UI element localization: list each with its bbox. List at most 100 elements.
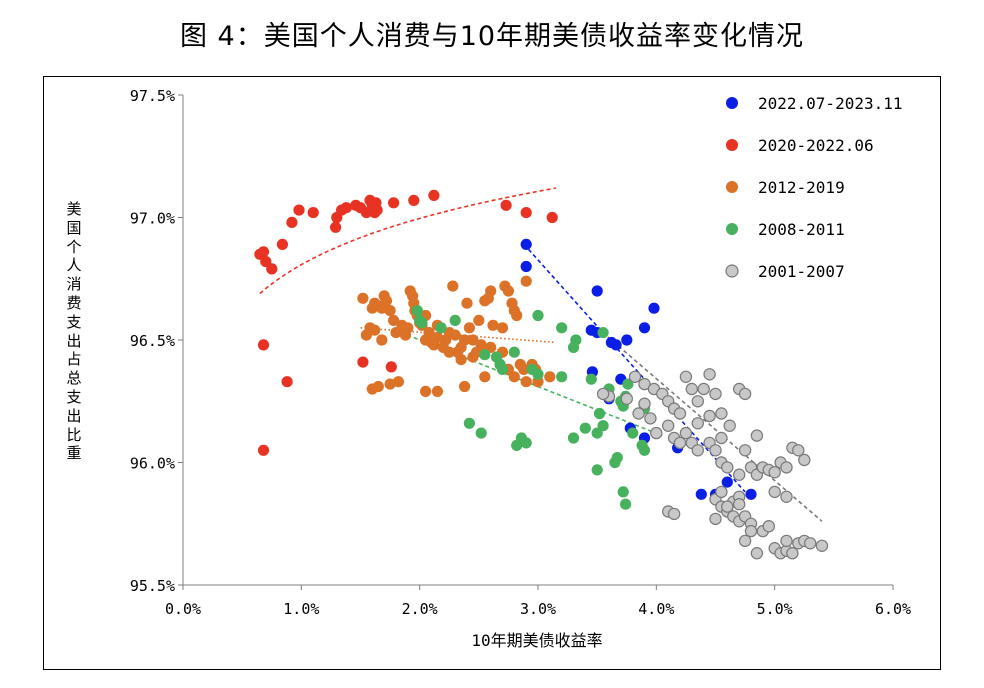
trend-line [259, 187, 556, 295]
x-tick-label: 0.0% [165, 600, 201, 618]
data-point [496, 363, 509, 375]
data-point [485, 285, 497, 297]
data-point [416, 317, 428, 329]
data-point [591, 285, 603, 297]
data-point [520, 238, 532, 250]
y-tick-label: 96.0% [130, 455, 175, 473]
data-point [443, 346, 455, 358]
data-point [475, 427, 487, 439]
data-point [532, 309, 544, 322]
data-point [648, 302, 660, 314]
data-point [780, 534, 793, 548]
data-point [520, 376, 532, 388]
data-point [293, 204, 305, 216]
data-point [546, 211, 558, 224]
data-point [695, 488, 707, 500]
data-point [745, 488, 757, 500]
data-point [376, 334, 388, 346]
data-point [455, 341, 467, 353]
data-point [408, 194, 420, 206]
data-point [593, 407, 606, 420]
data-point [526, 363, 538, 375]
data-point [768, 485, 781, 499]
chart-frame [43, 76, 941, 670]
data-point [597, 420, 609, 432]
data-point [388, 197, 400, 209]
data-point [691, 444, 705, 457]
data-point [627, 427, 639, 439]
data-point [511, 309, 523, 322]
data-point [357, 292, 369, 304]
data-point [638, 322, 651, 334]
data-point [276, 238, 288, 250]
data-point [638, 397, 651, 410]
data-point [622, 378, 634, 390]
data-point [518, 363, 530, 375]
data-point [447, 280, 459, 292]
data-point [750, 547, 764, 560]
data-point [744, 524, 758, 538]
data-point [307, 207, 319, 219]
data-point [644, 412, 657, 425]
data-point [455, 354, 467, 366]
data-point [502, 285, 514, 297]
data-point [798, 453, 811, 467]
data-point [520, 207, 532, 219]
data-point [662, 419, 675, 432]
data-point [610, 339, 622, 351]
data-point [459, 380, 471, 393]
data-point [556, 322, 568, 334]
legend: 2022.07-2023.11 2020-2022.06 2012-2019 2008… [725, 94, 903, 281]
data-point [479, 349, 491, 361]
data-point [638, 444, 651, 456]
data-point [768, 466, 781, 479]
data-point [733, 468, 746, 481]
data-point [691, 395, 705, 408]
x-tick-label: 5.0% [757, 600, 793, 618]
trend-line [596, 327, 823, 522]
data-point [461, 297, 473, 309]
data-point [804, 537, 817, 550]
data-point [479, 371, 491, 383]
data-point [709, 444, 722, 457]
x-tick-label: 3.0% [520, 600, 556, 618]
data-point [597, 327, 609, 339]
data-point [435, 322, 447, 334]
x-tick-label: 6.0% [875, 600, 911, 618]
x-tick-label: 1.0% [283, 600, 319, 618]
data-point [286, 216, 298, 228]
data-point [570, 334, 582, 346]
data-point [611, 452, 623, 464]
data-point [621, 334, 633, 346]
legend-label: 2001-2007 [758, 262, 845, 281]
data-point [579, 422, 591, 434]
data-point [508, 346, 520, 358]
data-point [487, 319, 499, 331]
data-point [679, 426, 693, 440]
data-point [369, 324, 381, 336]
data-point [703, 409, 716, 423]
data-point [628, 370, 642, 383]
data-point [667, 507, 681, 521]
data-point [544, 371, 556, 383]
data-point [617, 486, 629, 498]
data-point [762, 520, 776, 533]
axes: 95.5% 96.0% 96.5% 97.0% 97.5% 0.0% 1.0% 2.0% 3.0… [130, 87, 911, 618]
data-point [697, 382, 710, 396]
data-point [685, 382, 699, 396]
data-point [620, 498, 632, 510]
data-point [567, 432, 580, 444]
data-point [392, 376, 404, 388]
data-point [750, 429, 764, 442]
data-point [508, 371, 520, 383]
data-point [520, 437, 532, 449]
data-point [463, 417, 475, 429]
data-point [467, 334, 479, 346]
data-point [715, 407, 728, 420]
data-point [473, 314, 485, 326]
data-point [371, 204, 383, 216]
data-point [411, 305, 423, 317]
data-point [638, 377, 651, 391]
data-point [385, 361, 397, 373]
